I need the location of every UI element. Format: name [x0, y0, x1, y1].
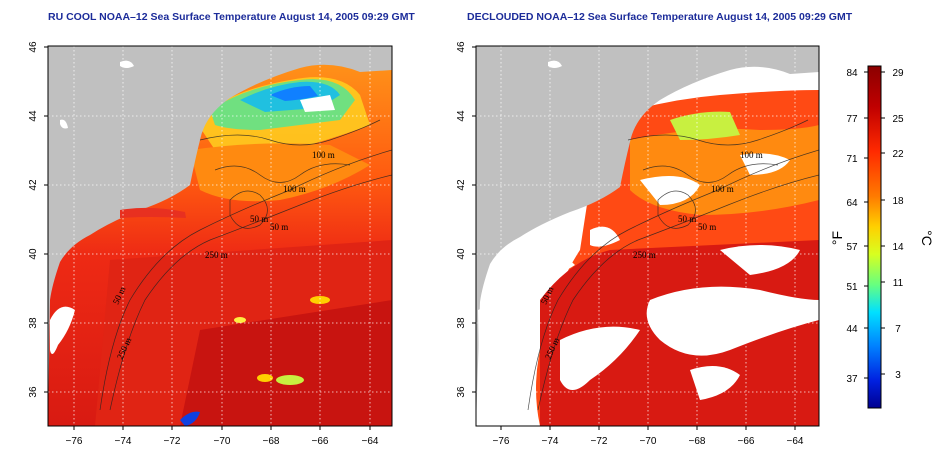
- left-y-tick-label: 36: [28, 386, 39, 398]
- left-contour-label: 100 m: [312, 150, 335, 160]
- right-axis-ticks: [472, 46, 796, 430]
- right-x-tick-label: −72: [591, 436, 608, 447]
- right-x-tick-label: −74: [542, 436, 559, 447]
- fahrenheit-tick-label: 84: [846, 68, 858, 79]
- fahrenheit-tick-label: 37: [846, 374, 858, 385]
- left-y-tick-label: 44: [28, 110, 39, 122]
- left-axis-ticks: [44, 46, 371, 430]
- colorbar-ticks: [864, 71, 885, 379]
- fahrenheit-tick-label: 57: [846, 242, 858, 253]
- celsius-tick-label: 18: [892, 196, 904, 207]
- left-contour-label: 50 m: [250, 214, 268, 224]
- left-x-tick-label: −70: [214, 436, 231, 447]
- celsius-tick-label: 29: [892, 68, 904, 79]
- left-x-tick-label: −72: [164, 436, 181, 447]
- left-x-tick-label: −74: [115, 436, 132, 447]
- left-y-tick-label: 46: [28, 41, 39, 53]
- fahrenheit-tick-label: 44: [846, 324, 858, 335]
- right-contour-label: 50 m: [698, 222, 716, 232]
- celsius-tick-label: 3: [895, 370, 901, 381]
- fahrenheit-tick-label: 51: [846, 282, 858, 293]
- right-contour-label: 100 m: [711, 184, 734, 194]
- celsius-tick-label: 11: [893, 278, 904, 289]
- right-contour-label: 250 m: [633, 250, 656, 260]
- left-y-tick-label: 40: [28, 248, 39, 260]
- right-panel-title: DECLOUDED NOAA–12 Sea Surface Temperatur…: [467, 11, 853, 23]
- celsius-tick-label: 22: [892, 149, 904, 160]
- left-x-tick-label: −76: [66, 436, 83, 447]
- right-x-tick-label: −76: [493, 436, 510, 447]
- fahrenheit-tick-label: 71: [846, 154, 858, 165]
- right-y-tick-label: 44: [456, 110, 467, 122]
- right-y-tick-label: 36: [456, 386, 467, 398]
- celsius-tick-label: 25: [892, 114, 904, 125]
- right-y-tick-label: 42: [456, 179, 467, 191]
- right-contour-label: 50 m: [678, 214, 696, 224]
- right-y-tick-label: 38: [456, 317, 467, 329]
- left-contour-label: 50 m: [270, 222, 288, 232]
- right-x-tick-label: −66: [738, 436, 755, 447]
- fahrenheit-tick-label: 77: [846, 114, 858, 125]
- left-contour-label: 250 m: [205, 250, 228, 260]
- right-x-tick-label: −68: [689, 436, 706, 447]
- left-contour-label: 100 m: [283, 184, 306, 194]
- left-y-tick-label: 38: [28, 317, 39, 329]
- right-y-tick-label: 40: [456, 248, 467, 260]
- celsius-unit-label: °C: [919, 230, 935, 246]
- celsius-tick-label: 7: [895, 324, 901, 335]
- fahrenheit-unit-label: °F: [829, 231, 845, 245]
- left-panel-title: RU COOL NOAA–12 Sea Surface Temperature …: [48, 11, 415, 23]
- left-x-tick-label: −68: [263, 436, 280, 447]
- left-y-tick-label: 42: [28, 179, 39, 191]
- right-map: [476, 46, 819, 426]
- fahrenheit-tick-label: 64: [846, 198, 858, 209]
- left-x-tick-label: −64: [362, 436, 379, 447]
- right-y-tick-label: 46: [456, 41, 467, 53]
- right-x-tick-label: −70: [640, 436, 657, 447]
- left-map-frame: [47, 45, 393, 427]
- right-x-tick-label: −64: [787, 436, 804, 447]
- colorbar: [867, 65, 882, 409]
- right-contour-label: 100 m: [740, 150, 763, 160]
- left-map: [48, 46, 392, 426]
- celsius-tick-label: 14: [892, 242, 904, 253]
- left-x-tick-label: −66: [312, 436, 329, 447]
